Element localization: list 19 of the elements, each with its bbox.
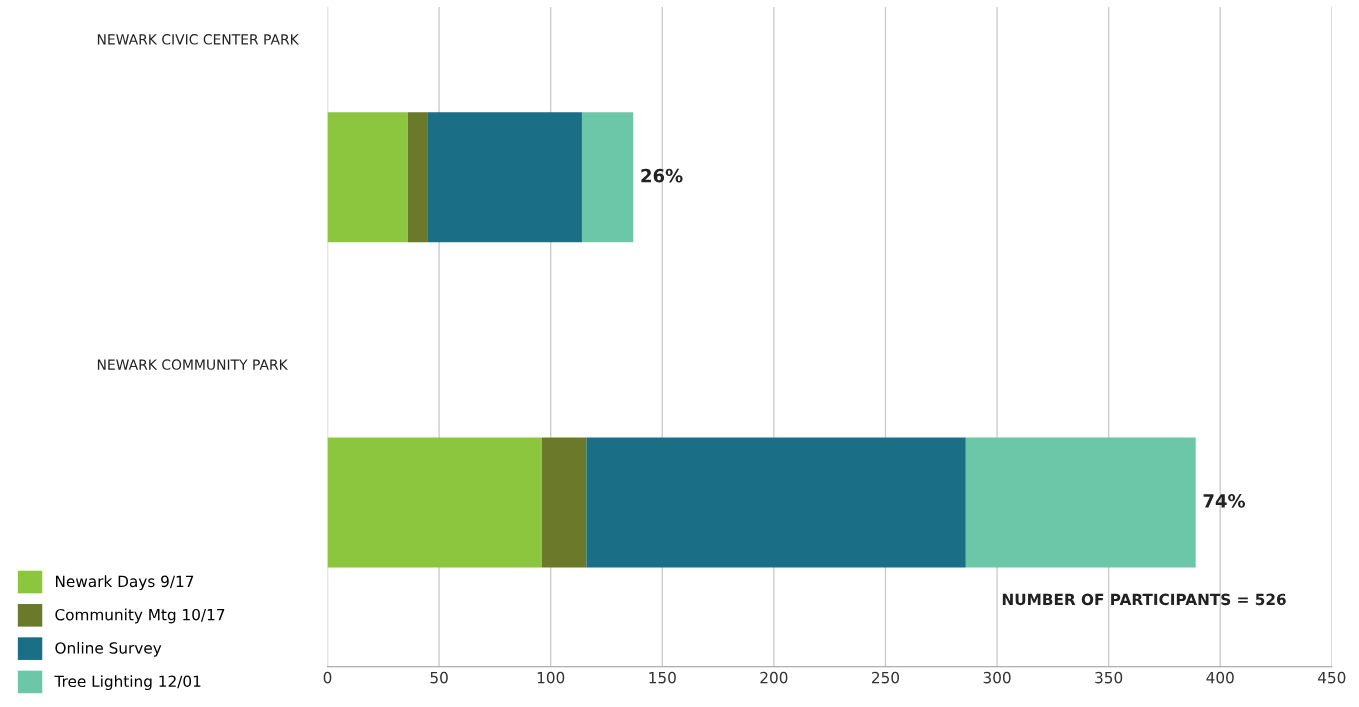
- annotation: 74%: [1203, 494, 1246, 508]
- x-tick-label: 50: [430, 671, 448, 684]
- x-tick-label: 150: [649, 671, 676, 684]
- legend-label: Tree Lighting 12/01: [54, 675, 201, 691]
- x-tick-label: 250: [872, 671, 900, 684]
- legend-label: Online Survey: [55, 641, 162, 657]
- legend-label: Newark Days 9/17: [55, 575, 194, 591]
- annotation: 26%: [641, 168, 683, 183]
- x-tick-label: 300: [983, 671, 1011, 684]
- x-tick-label: 200: [760, 671, 788, 684]
- x-tick-label: 450: [1317, 671, 1346, 684]
- y-tick-label: NEWARK COMMUNITY PARK: [97, 359, 289, 370]
- x-tick-label: 100: [537, 671, 565, 684]
- y-tick-label: NEWARK CIVIC CENTER PARK: [97, 34, 300, 45]
- x-tick-label: 400: [1206, 671, 1234, 684]
- x-tick-label: 0: [323, 671, 332, 684]
- annotation: NUMBER OF PARTICIPANTS = 526: [1002, 593, 1286, 606]
- legend-label: Community Mtg 10/17: [55, 608, 225, 624]
- x-tick-label: 350: [1095, 671, 1123, 684]
